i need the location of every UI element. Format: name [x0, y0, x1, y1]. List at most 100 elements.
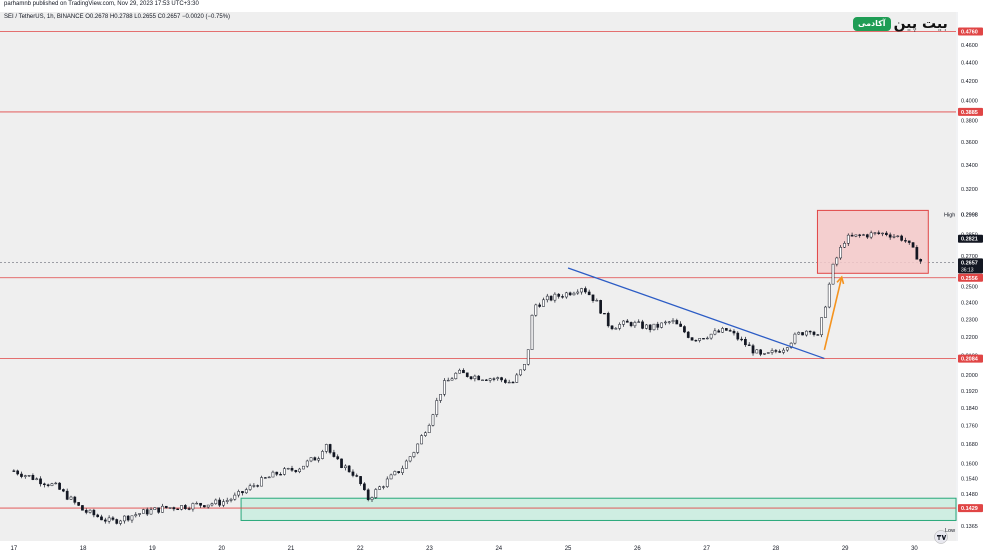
candle-body — [759, 349, 762, 355]
candle-body — [142, 509, 145, 514]
candle-body — [816, 334, 820, 336]
candle-body — [515, 374, 519, 383]
candle-body — [62, 489, 65, 492]
price-tick-label: 0.3600 — [961, 140, 978, 146]
candle-body — [740, 338, 743, 341]
candle-body — [744, 339, 747, 346]
candle-body — [637, 321, 641, 323]
date-tick-label: 21 — [288, 546, 295, 552]
candle-body — [77, 502, 80, 506]
level-price-label: 0.3885 — [961, 110, 978, 116]
time-axis — [0, 541, 984, 554]
candle-body — [484, 379, 488, 381]
candle-body — [271, 471, 275, 478]
date-tick-label: 25 — [565, 546, 572, 552]
level-price-tag — [958, 273, 983, 282]
date-tick-label: 17 — [11, 546, 18, 552]
candle-body — [850, 234, 854, 237]
candle-body — [385, 478, 389, 487]
candle-body — [237, 491, 241, 496]
candle-body — [877, 232, 881, 234]
candle-body — [713, 330, 717, 335]
candle-body — [96, 514, 100, 518]
candle-body — [424, 432, 427, 436]
candle-body — [389, 474, 393, 480]
price-tick-label: 0.4400 — [961, 61, 978, 67]
candle-body — [50, 483, 54, 486]
candle-body — [747, 344, 751, 346]
high-tag: High — [944, 213, 955, 219]
candle-body — [736, 332, 740, 340]
candle-body — [843, 243, 846, 248]
level-price-label: 0.4760 — [961, 29, 978, 35]
ohlc-readout: SEI / TetherUS, 1h, BINANCE O0.2678 H0.2… — [4, 14, 231, 20]
candle-body — [824, 306, 827, 318]
candle-body — [416, 443, 420, 453]
candle-body — [831, 263, 835, 285]
logo-badge: آکادمی — [853, 17, 891, 31]
candle-body — [454, 372, 458, 380]
candle-body — [126, 515, 130, 521]
candle-body — [23, 475, 27, 477]
candle-body — [667, 321, 671, 323]
candle-body — [648, 324, 652, 331]
date-tick-label: 22 — [357, 546, 364, 552]
candle-body — [363, 483, 366, 491]
candle-body — [599, 300, 602, 314]
candle-body — [359, 476, 362, 485]
price-tick-label: 0.2500 — [961, 285, 978, 291]
candle-body — [54, 482, 58, 485]
candle-body — [694, 339, 698, 342]
candle-body — [865, 234, 869, 238]
candle-body — [294, 470, 298, 473]
candle-body — [793, 333, 797, 344]
candle-body — [427, 425, 431, 433]
candle-body — [321, 451, 324, 459]
candle-body — [797, 332, 801, 335]
candle-body — [523, 364, 526, 371]
candle-body — [366, 489, 370, 500]
candle-body — [610, 325, 614, 330]
candle-body — [888, 234, 892, 238]
candle-body — [553, 293, 557, 301]
level-price-tag — [958, 354, 983, 363]
candle-body — [420, 435, 423, 445]
candle-body — [904, 240, 907, 242]
candle-body — [869, 232, 873, 238]
candle-body — [652, 323, 656, 331]
candle-body — [732, 330, 736, 334]
candle-body — [519, 369, 522, 376]
candle-body — [683, 326, 686, 333]
candle-body — [393, 471, 397, 476]
candle-body — [789, 342, 793, 348]
publish-info: parhamnb published on TradingView.com, N… — [4, 1, 199, 7]
candle-body — [808, 330, 812, 333]
candle-body — [111, 517, 115, 520]
price-tick-label: 0.3200 — [961, 187, 978, 193]
candle-body — [629, 322, 633, 327]
tradingview-icon[interactable] — [934, 530, 948, 544]
candle-body — [801, 332, 804, 336]
candle-body — [820, 317, 823, 336]
candle-body — [751, 345, 755, 354]
candle-body — [858, 234, 862, 236]
price-tick-label: 0.1840 — [961, 406, 978, 412]
candle-body — [549, 295, 553, 301]
date-tick-label: 18 — [80, 546, 87, 552]
candle-body — [702, 338, 705, 340]
candle-body — [263, 477, 267, 479]
candle-body — [313, 457, 317, 461]
candle-body — [164, 505, 168, 509]
candle-body — [172, 507, 176, 510]
candle-body — [332, 452, 336, 457]
date-tick-label: 24 — [495, 546, 502, 552]
candle-body — [561, 296, 564, 298]
candle-body — [656, 323, 660, 328]
candle-body — [431, 414, 435, 426]
candle-body — [542, 299, 545, 307]
candle-body — [195, 502, 199, 505]
candle-body — [267, 476, 271, 479]
candle-body — [35, 478, 39, 480]
